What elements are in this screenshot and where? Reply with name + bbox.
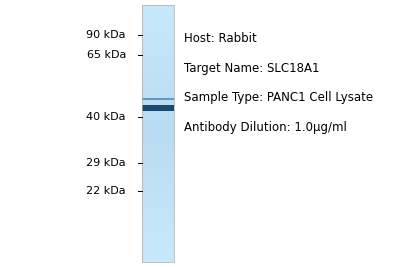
Bar	[142, 130, 174, 134]
Bar	[142, 57, 174, 60]
Bar	[142, 137, 174, 140]
Text: Target Name: SLC18A1: Target Name: SLC18A1	[184, 62, 320, 75]
Bar	[142, 82, 174, 85]
Bar	[142, 97, 174, 100]
Bar	[142, 246, 174, 249]
Bar	[142, 9, 174, 12]
Bar	[142, 191, 174, 194]
Bar	[142, 92, 174, 95]
Bar	[142, 98, 174, 101]
Bar	[142, 28, 174, 31]
Text: 29 kDa: 29 kDa	[86, 158, 126, 168]
Text: Host: Rabbit: Host: Rabbit	[184, 32, 257, 45]
Bar	[142, 185, 174, 188]
Bar	[142, 230, 174, 233]
Bar	[142, 69, 174, 73]
Text: 40 kDa: 40 kDa	[86, 112, 126, 122]
Text: 22 kDa: 22 kDa	[86, 186, 126, 196]
Bar	[142, 105, 174, 111]
Bar	[142, 15, 174, 18]
Bar	[142, 249, 174, 252]
Bar	[142, 63, 174, 66]
Bar	[142, 178, 174, 182]
Bar	[142, 44, 174, 47]
Bar	[142, 53, 174, 57]
Bar	[142, 12, 174, 15]
Bar	[142, 5, 174, 9]
Bar	[142, 217, 174, 220]
Bar	[142, 21, 174, 25]
Bar	[142, 220, 174, 223]
Bar	[142, 73, 174, 76]
Bar	[142, 242, 174, 246]
Bar	[142, 162, 174, 166]
Bar	[142, 31, 174, 34]
Bar	[142, 143, 174, 146]
Bar	[142, 85, 174, 89]
Bar	[142, 117, 174, 121]
Bar	[142, 159, 174, 162]
Bar	[142, 89, 174, 92]
Bar	[142, 114, 174, 117]
Bar	[142, 233, 174, 236]
Text: 90 kDa: 90 kDa	[86, 30, 126, 40]
Bar	[142, 194, 174, 198]
Bar	[142, 101, 174, 105]
Bar	[142, 18, 174, 21]
Bar	[142, 105, 174, 108]
Bar	[142, 223, 174, 226]
Bar	[142, 236, 174, 239]
Bar	[142, 153, 174, 156]
Bar	[142, 156, 174, 159]
Bar	[142, 127, 174, 130]
Bar	[142, 188, 174, 191]
Bar	[142, 76, 174, 79]
Bar	[142, 34, 174, 37]
Bar	[142, 108, 174, 111]
Bar	[142, 47, 174, 50]
Bar	[142, 134, 174, 137]
Bar	[142, 60, 174, 63]
Bar	[142, 207, 174, 210]
Bar	[142, 204, 174, 207]
Bar	[142, 37, 174, 41]
Bar	[142, 201, 174, 204]
Bar	[142, 146, 174, 150]
Bar	[142, 25, 174, 28]
Bar	[142, 258, 174, 262]
Bar	[142, 175, 174, 178]
Bar	[142, 182, 174, 185]
Bar	[142, 50, 174, 53]
Bar	[142, 226, 174, 230]
Bar	[142, 66, 174, 69]
Bar	[142, 198, 174, 201]
Bar	[142, 111, 174, 114]
Text: Antibody Dilution: 1.0µg/ml: Antibody Dilution: 1.0µg/ml	[184, 121, 347, 134]
Bar	[142, 95, 174, 98]
Bar	[142, 172, 174, 175]
Text: 65 kDa: 65 kDa	[87, 50, 126, 60]
Bar	[142, 121, 174, 124]
Bar	[142, 140, 174, 143]
Bar	[142, 210, 174, 214]
Bar	[142, 166, 174, 169]
Bar	[142, 252, 174, 255]
Bar	[142, 124, 174, 127]
Bar	[142, 79, 174, 82]
Bar	[142, 169, 174, 172]
Bar	[142, 255, 174, 258]
Bar	[142, 239, 174, 242]
Bar	[142, 5, 174, 262]
Bar	[142, 214, 174, 217]
Text: Sample Type: PANC1 Cell Lysate: Sample Type: PANC1 Cell Lysate	[184, 91, 373, 104]
Bar	[142, 150, 174, 153]
Bar	[142, 41, 174, 44]
